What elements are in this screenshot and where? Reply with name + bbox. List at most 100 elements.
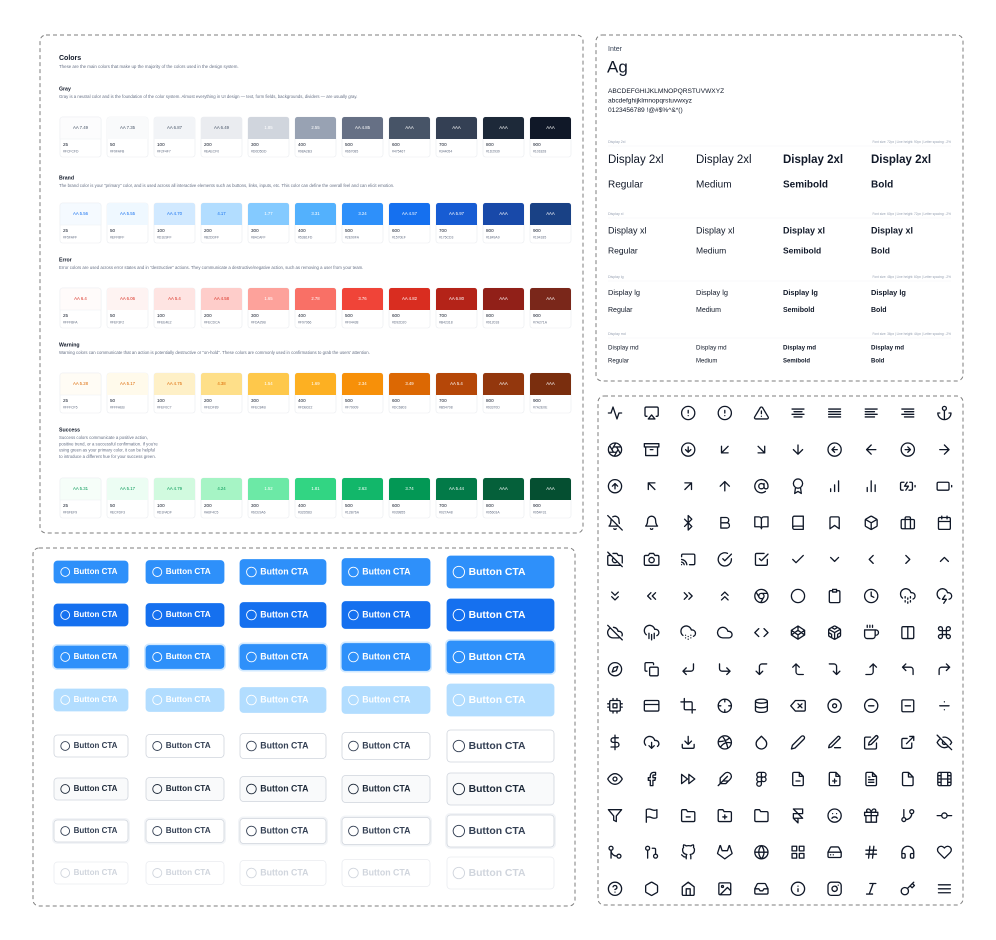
icon <box>827 846 842 859</box>
swatch-shade: 300 <box>251 398 259 403</box>
button-label: Button CTA <box>362 825 411 835</box>
swatch-hex: #D1E9FF <box>157 235 172 239</box>
scale-name: Display lg <box>696 288 728 297</box>
button <box>341 686 431 714</box>
icon <box>828 663 841 676</box>
button[interactable] <box>446 814 555 848</box>
swatch-hex: #475467 <box>392 149 405 153</box>
button[interactable] <box>145 777 225 801</box>
button <box>53 861 129 885</box>
scale-name: Display xl <box>608 225 647 235</box>
icon <box>607 478 623 494</box>
swatch-contrast: AA 7.49 <box>73 125 89 130</box>
button-label: Button CTA <box>260 609 309 619</box>
button[interactable] <box>446 555 555 589</box>
swatch-shade: 500 <box>345 398 353 403</box>
swatch-contrast: AAA <box>499 125 508 130</box>
icon <box>790 881 806 897</box>
icon <box>680 808 696 823</box>
swatch-contrast: AA 6.4 <box>74 296 87 301</box>
button-label: Button CTA <box>74 695 118 704</box>
button[interactable] <box>239 559 327 585</box>
button[interactable] <box>446 772 555 806</box>
swatch-contrast: AA 4.70 <box>167 211 183 216</box>
swatch-contrast: AAA <box>499 381 508 386</box>
swatch-contrast: AA 5.4 <box>168 296 181 301</box>
scale-label: Display 2xl <box>608 140 626 144</box>
group-title: Brand <box>59 175 74 181</box>
button-label: Button CTA <box>469 610 526 621</box>
colors-title: Colors <box>59 55 81 62</box>
button[interactable] <box>53 603 129 627</box>
button-label: Button CTA <box>362 694 411 704</box>
swatch-contrast: AAA <box>499 486 508 491</box>
swatch-color <box>295 117 336 139</box>
button[interactable] <box>341 558 431 586</box>
icon <box>865 771 878 787</box>
swatch-shade: 100 <box>157 142 165 147</box>
icon <box>607 697 623 714</box>
button[interactable] <box>446 640 555 674</box>
swatch-contrast: 1.85 <box>264 125 273 130</box>
swatch-color <box>436 478 477 500</box>
button[interactable] <box>53 645 129 669</box>
button[interactable] <box>239 644 327 670</box>
button-label: Button CTA <box>469 826 526 837</box>
button[interactable] <box>53 734 129 758</box>
button[interactable] <box>341 817 431 845</box>
swatch-hex: #F9FAFB <box>110 149 125 153</box>
scale-weight: Medium <box>696 307 721 314</box>
swatch-color <box>201 478 242 500</box>
button[interactable] <box>145 819 225 843</box>
swatch-shade: 500 <box>345 313 353 318</box>
button[interactable] <box>341 775 431 803</box>
swatch-color <box>154 478 195 500</box>
swatch-contrast: AA 6.80 <box>449 296 465 301</box>
button[interactable] <box>341 601 431 629</box>
button[interactable] <box>145 734 225 758</box>
button[interactable] <box>239 818 327 844</box>
button[interactable] <box>239 733 327 759</box>
icon <box>683 514 693 531</box>
swatch-hex: #FEE4E2 <box>157 320 172 324</box>
button[interactable] <box>145 560 225 584</box>
swatch-shade: 800 <box>486 398 494 403</box>
button[interactable] <box>145 603 225 627</box>
button-icon <box>348 825 359 837</box>
icon <box>647 771 657 787</box>
icon <box>754 882 769 895</box>
icon <box>720 591 729 601</box>
button[interactable] <box>341 643 431 671</box>
button[interactable] <box>53 777 129 801</box>
button[interactable] <box>53 819 129 843</box>
icon <box>905 554 911 565</box>
swatch-color <box>530 288 571 310</box>
button-label: Button CTA <box>74 784 118 793</box>
button[interactable] <box>446 598 555 632</box>
icon <box>754 478 769 494</box>
icon <box>718 882 732 896</box>
swatch-hex: #93370D <box>486 405 500 409</box>
button[interactable] <box>239 602 327 628</box>
icon <box>901 699 915 713</box>
button[interactable] <box>239 776 327 802</box>
button-label: Button CTA <box>362 867 411 877</box>
uppercase: ABCDEFGHIJKLMNOPQRSTUVWXYZ <box>608 88 724 95</box>
swatch-hex: #D92D20 <box>392 320 406 324</box>
button[interactable] <box>53 560 129 584</box>
button[interactable] <box>145 645 225 669</box>
button-label: Button CTA <box>469 695 526 706</box>
group-description: using green as your primary color, it ca… <box>59 448 155 453</box>
button[interactable] <box>446 729 555 763</box>
swatch-shade: 200 <box>204 503 212 508</box>
button[interactable] <box>341 732 431 760</box>
swatch-shade: 400 <box>298 313 306 318</box>
scale-weight: Regular <box>608 359 629 365</box>
button-icon <box>60 695 71 705</box>
icon <box>865 882 877 895</box>
button-icon <box>152 784 163 794</box>
swatch-shade: 400 <box>298 142 306 147</box>
swatch-color <box>154 288 195 310</box>
button-icon <box>452 739 466 753</box>
button-icon <box>348 783 359 795</box>
